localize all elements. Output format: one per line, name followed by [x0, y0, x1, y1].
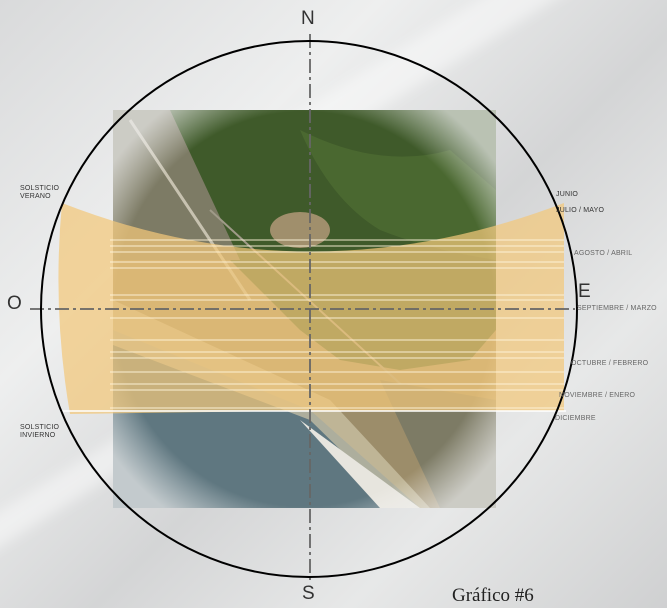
north-label: N	[301, 8, 315, 29]
month-label-septiembre-marzo: SEPTIEMBRE / MARZO	[577, 305, 657, 312]
west-label: O	[7, 293, 22, 314]
month-label-agosto-abril: AGOSTO / ABRIL	[574, 250, 633, 257]
month-label-octubre-febrero: OCTUBRE / FEBRERO	[571, 360, 649, 367]
figure-caption: Gráfico #6	[452, 585, 534, 606]
winter-solstice-label: SOLSTICIO INVIERNO	[20, 424, 60, 439]
month-label-noviembre-enero: NOVIEMBRE / ENERO	[559, 392, 636, 399]
summer-solstice-label: SOLSTICIO VERANO	[20, 185, 60, 200]
horizon-circle	[40, 40, 578, 578]
month-label-diciembre: DICIEMBRE	[555, 415, 596, 422]
sun-path-hour-lines	[110, 239, 564, 409]
south-label: S	[302, 583, 315, 604]
month-label-junio: JUNIO	[556, 191, 578, 198]
month-label-julio-mayo: JULIO / MAYO	[556, 207, 605, 214]
east-label: E	[578, 281, 591, 302]
